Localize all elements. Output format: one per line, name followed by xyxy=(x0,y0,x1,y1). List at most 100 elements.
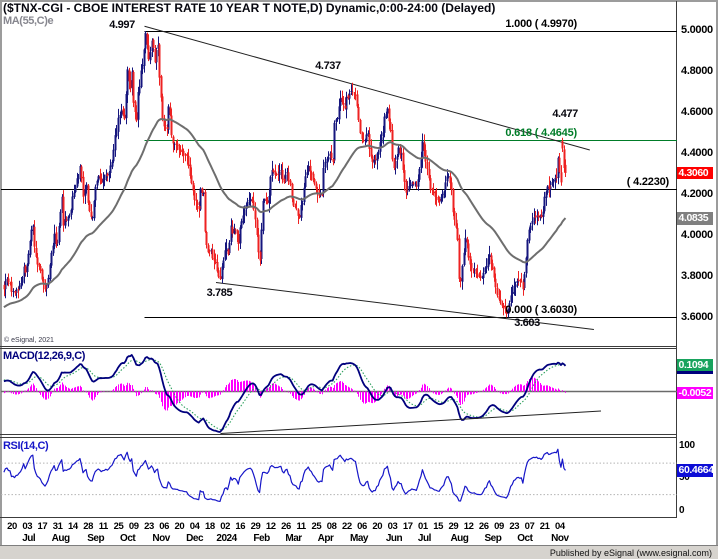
rsi-panel-top-border xyxy=(0,437,677,438)
x-axis-month-label: Jul xyxy=(22,533,36,544)
window-top-border xyxy=(0,0,718,2)
x-axis-day-tick: 18 xyxy=(204,521,215,532)
trendline-1[interactable] xyxy=(144,25,590,151)
price-chart-surface[interactable] xyxy=(1,2,677,346)
trendline-2[interactable] xyxy=(215,281,594,331)
x-axis-day-tick: 15 xyxy=(433,521,444,532)
price-axis-label: 5.0000 xyxy=(681,23,713,36)
rsi-line[interactable] xyxy=(3,448,566,502)
rsi-axis-label-50: 50 xyxy=(679,472,690,484)
price-axis-label: 4.2000 xyxy=(681,188,713,201)
price-axis-line xyxy=(676,1,677,518)
x-axis-month-label: Nov xyxy=(551,533,569,544)
x-axis-day-tick: 04 xyxy=(189,521,200,532)
window-right-border xyxy=(716,1,718,545)
macd-badge-hist: -0.0052 xyxy=(677,386,713,400)
x-axis-month-label: Sep xyxy=(484,533,502,544)
fib-label-1.000: 1.000 ( 4.9970) xyxy=(505,17,577,30)
macd-panel-top-border xyxy=(0,348,677,349)
macd-trendline[interactable] xyxy=(220,410,602,435)
price-badge-40835: 4.0835 xyxy=(677,212,713,225)
rsi-panel[interactable] xyxy=(1,438,677,517)
published-by-text: Published by eSignal (www.esignal.com) xyxy=(549,548,712,558)
x-axis-day-tick: 06 xyxy=(159,521,170,532)
x-axis-day-tick: 20 xyxy=(372,521,383,532)
macd-badge-signal: 0.1094 xyxy=(677,358,713,372)
x-axis-day-tick: 07 xyxy=(524,521,535,532)
price-axis-label: 4.6000 xyxy=(681,106,713,119)
price-badge-43060: 4.3060 xyxy=(677,166,713,180)
ma-study-label: MA(55,C)e xyxy=(3,15,54,27)
x-axis-day-tick: 29 xyxy=(448,521,459,532)
x-axis-day-tick: 26 xyxy=(281,521,291,532)
x-axis-day-tick: 25 xyxy=(113,521,124,532)
x-axis-month-label: Sep xyxy=(87,533,105,544)
fib-label-0.000: 0.000 ( 3.6030) xyxy=(505,303,577,316)
x-axis-day-tick: 20 xyxy=(7,521,17,532)
macd-histogram xyxy=(4,377,566,411)
x-axis-day-tick: 11 xyxy=(98,521,109,532)
macd-chart-surface[interactable] xyxy=(1,349,677,435)
price-axis-label: 4.0000 xyxy=(681,229,713,242)
swing-annotation-3785: 3.785 xyxy=(206,287,233,300)
macd-line[interactable] xyxy=(3,354,567,433)
x-axis-day-tick: 21 xyxy=(539,521,550,532)
x-axis-month-label: Feb xyxy=(253,533,270,544)
x-axis-day-tick: 12 xyxy=(463,521,474,532)
x-axis-day-tick: 16 xyxy=(235,521,246,532)
x-axis-day-tick: 01 xyxy=(418,521,428,532)
down-candle-bodies xyxy=(3,33,567,314)
main-panel-bottom-border xyxy=(0,346,677,347)
window-left-border xyxy=(0,1,2,545)
macd-panel[interactable] xyxy=(1,349,677,435)
x-axis-day-tick: 08 xyxy=(326,521,337,532)
x-axis-day-tick: 12 xyxy=(265,521,276,532)
x-axis-month-label: Apr xyxy=(317,533,334,544)
x-axis-day-tick: 11 xyxy=(296,521,307,532)
x-axis-month-label: Oct xyxy=(517,533,533,544)
x-axis-day-tick: 28 xyxy=(83,521,93,532)
x-axis-day-tick: 17 xyxy=(37,521,48,532)
x-axis-day-tick: 09 xyxy=(128,521,139,532)
fib-label-0.618: 0.618 ( 4.4645) xyxy=(505,126,577,139)
x-axis-day-tick: 20 xyxy=(174,521,185,532)
ma55-line[interactable] xyxy=(3,118,567,309)
rsi-badge: 60.4664 xyxy=(677,464,714,477)
chart-title: ($TNX-CGI - CBOE INTEREST RATE 10 YEAR T… xyxy=(3,1,496,15)
x-axis-month-label: Dec xyxy=(186,533,204,544)
x-axis-month-label: Aug xyxy=(51,533,70,544)
swing-annotation-4737: 4.737 xyxy=(315,59,341,72)
macd-signal-line[interactable] xyxy=(3,359,566,431)
x-axis-day-tick: 31 xyxy=(52,521,63,532)
x-axis-month-label: Jun xyxy=(385,533,403,544)
esignal-copyright: © eSignal, 2021 xyxy=(4,337,54,344)
x-axis-month-label: 2024 xyxy=(216,533,237,544)
x-axis-day-tick: 29 xyxy=(250,521,261,532)
macd-panel-bottom-border xyxy=(0,434,677,435)
x-axis-month-label: Mar xyxy=(285,533,302,544)
rsi-axis-label-100: 100 xyxy=(679,440,695,452)
swing-annotation-4477: 4.477 xyxy=(552,107,578,120)
rsi-study-label: RSI(14,C) xyxy=(3,440,49,452)
x-axis-day-tick: 02 xyxy=(220,521,230,532)
rsi-chart-surface[interactable] xyxy=(1,438,677,517)
x-axis-month-label: May xyxy=(349,533,368,544)
alert-line-label: ( 4.2230) xyxy=(626,175,669,188)
x-axis-day-tick: 06 xyxy=(357,521,367,532)
x-axis-day-tick: 23 xyxy=(509,521,520,532)
x-axis-day-tick: 22 xyxy=(341,521,352,532)
price-panel[interactable] xyxy=(1,2,677,346)
price-axis-label: 4.4000 xyxy=(681,147,713,160)
x-axis-day-tick: 23 xyxy=(144,521,154,532)
x-axis-day-tick: 09 xyxy=(494,521,504,532)
x-axis-day-tick: 03 xyxy=(22,521,33,532)
x-axis-month-label: Oct xyxy=(120,533,136,544)
macd-study-label: MACD(12,26,9,C) xyxy=(3,350,86,362)
price-axis-label: 4.8000 xyxy=(681,64,713,77)
x-axis-day-tick: 14 xyxy=(67,521,78,532)
x-axis-day-tick: 04 xyxy=(555,521,565,532)
price-axis-label: 3.8000 xyxy=(681,270,713,283)
x-axis-day-tick: 03 xyxy=(387,521,398,532)
swing-annotation-4997: 4.997 xyxy=(109,19,135,31)
